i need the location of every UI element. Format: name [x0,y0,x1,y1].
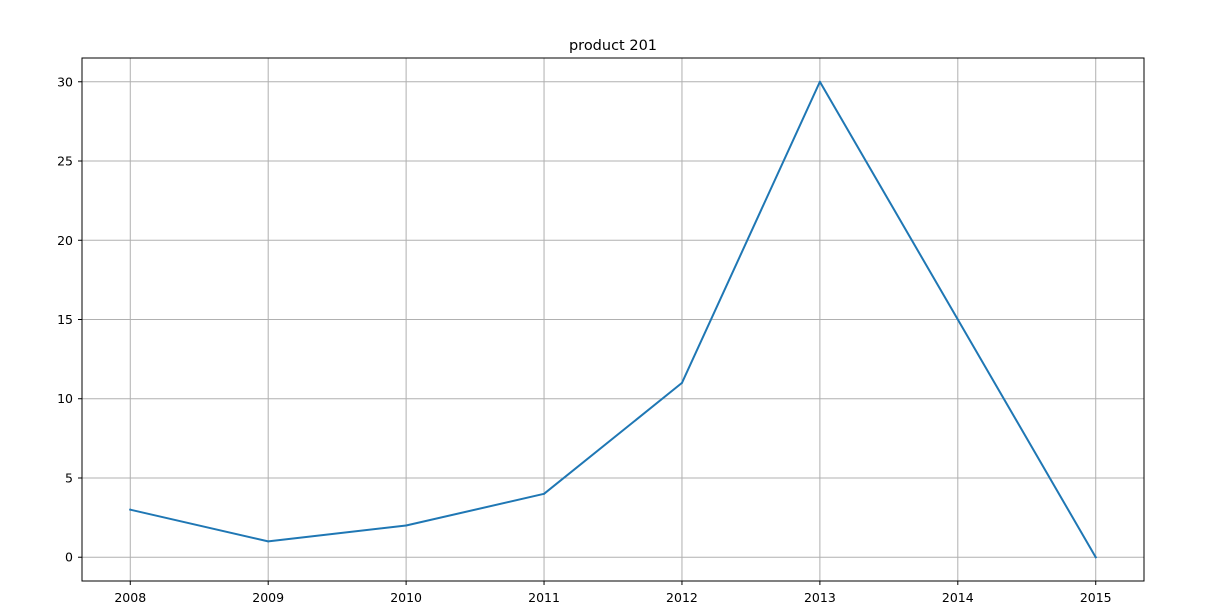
data-point [956,318,959,321]
data-point [129,508,132,511]
x-tick-label: 2013 [804,590,836,605]
series-line [129,80,1098,559]
y-tick-label: 5 [65,470,73,485]
data-point [1094,556,1097,559]
x-tick-label: 2008 [114,590,146,605]
chart-title: product 201 [569,38,657,54]
x-tick-label: 2011 [528,590,560,605]
series-layer [129,80,1098,559]
y-tick-label: 20 [57,233,73,248]
y-tick-label: 15 [57,312,73,327]
y-tick-label: 0 [65,550,73,565]
data-point [818,80,821,83]
data-point [543,492,546,495]
y-tick-label: 30 [57,74,73,89]
grid [82,58,1144,581]
y-tick-label: 10 [57,391,73,406]
data-point [267,540,270,543]
x-tick-label: 2009 [252,590,284,605]
x-tick-label: 2014 [942,590,974,605]
x-tick-label: 2010 [390,590,422,605]
ticks: 2008 2009 2010 2011 2012 2013 2014 2015 0 5 10 15 20… [57,74,1112,605]
data-point [680,381,683,384]
y-tick-label: 25 [57,154,73,169]
data-point [405,524,408,527]
x-tick-label: 2012 [666,590,698,605]
x-tick-label: 2015 [1080,590,1112,605]
